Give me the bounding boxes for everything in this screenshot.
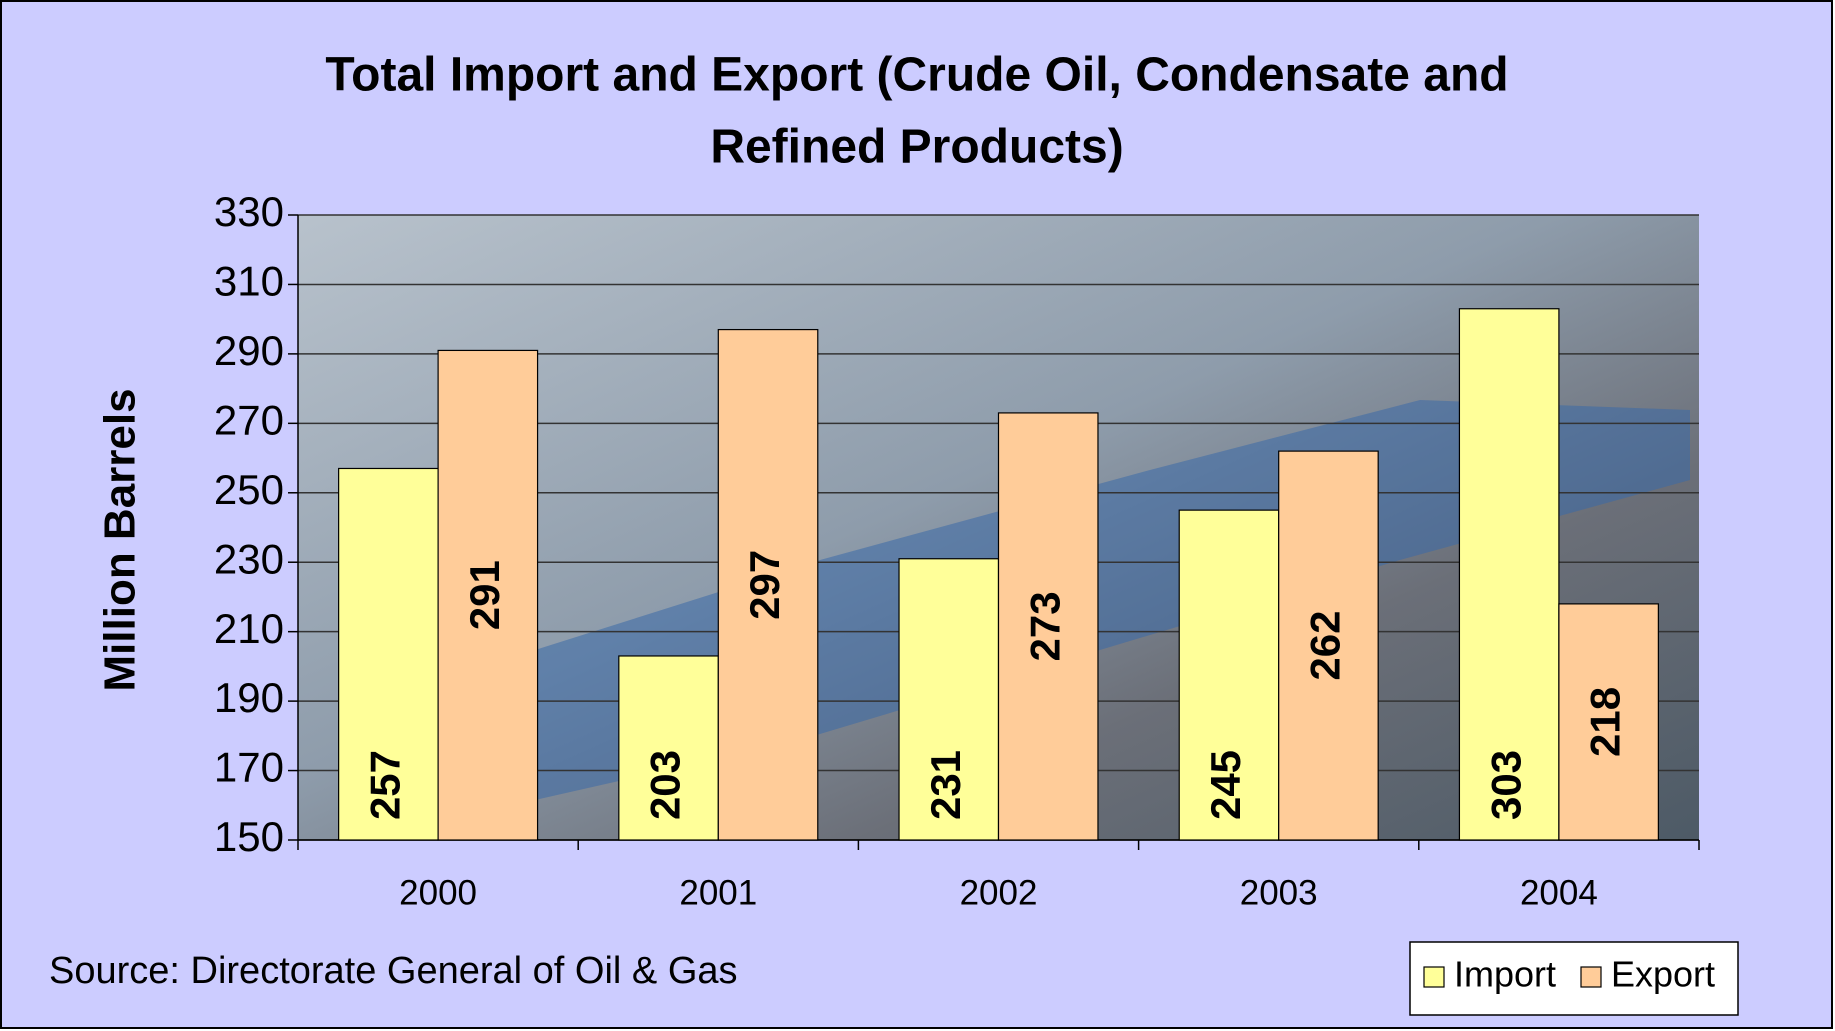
y-tick-label: 230 — [214, 535, 284, 582]
data-label: 231 — [922, 750, 969, 820]
legend-swatch — [1423, 966, 1445, 988]
y-axis-label: Million Barrels — [96, 388, 145, 691]
y-tick-label: 150 — [214, 813, 284, 860]
data-label: 303 — [1482, 750, 1529, 820]
bar — [997, 412, 1099, 841]
x-tick-label: 2004 — [1520, 873, 1598, 912]
data-label: 262 — [1302, 611, 1349, 681]
data-label: 257 — [361, 750, 408, 820]
y-tick-label: 190 — [214, 674, 284, 721]
bar — [1558, 603, 1659, 841]
bar — [1458, 308, 1560, 841]
y-tick-label: 270 — [214, 396, 284, 443]
y-tick-label: 290 — [214, 327, 284, 374]
bar — [898, 558, 1000, 841]
bar — [717, 328, 819, 841]
legend — [1409, 941, 1739, 1016]
x-tick-label: 2000 — [399, 873, 477, 912]
x-tick-label: 2002 — [960, 873, 1038, 912]
y-tick-label: 250 — [214, 466, 284, 513]
y-tick-label: 210 — [214, 605, 284, 652]
data-label: 203 — [642, 750, 689, 820]
legend-swatch — [1580, 966, 1602, 988]
y-tick-label: 330 — [214, 188, 284, 235]
data-label: 297 — [741, 550, 788, 620]
data-label: 218 — [1582, 687, 1629, 757]
ship-shape — [535, 400, 1690, 800]
chart-title: Refined Products) — [710, 121, 1123, 174]
data-label: 245 — [1202, 750, 1249, 820]
x-tick-label: 2003 — [1240, 873, 1318, 912]
legend-label: Export — [1611, 954, 1715, 995]
bar — [437, 349, 539, 841]
data-label: 273 — [1021, 591, 1068, 661]
bar — [1278, 450, 1379, 841]
y-tick-label: 170 — [214, 744, 284, 791]
source-note: Source: Directorate General of Oil & Gas — [49, 950, 738, 992]
chart-title: Total Import and Export (Crude Oil, Cond… — [325, 49, 1508, 102]
y-tick-label: 310 — [214, 258, 284, 305]
bar — [338, 467, 439, 841]
bar — [618, 655, 719, 841]
data-label: 291 — [461, 560, 508, 630]
x-tick-label: 2001 — [679, 873, 757, 912]
legend-label: Import — [1454, 954, 1556, 995]
